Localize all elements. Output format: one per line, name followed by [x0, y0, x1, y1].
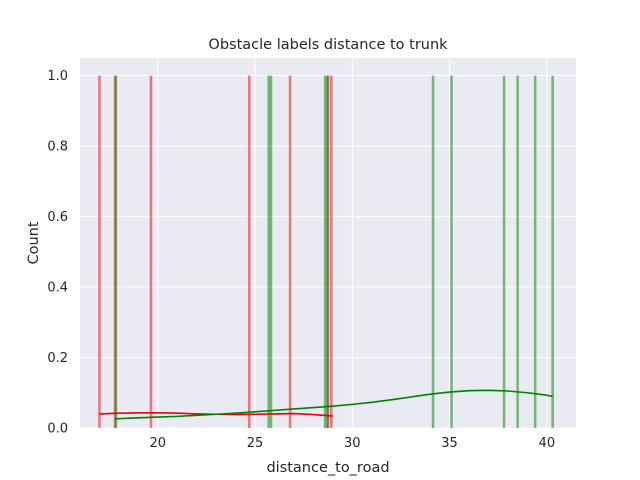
histogram-bar-series-1 — [502, 75, 506, 428]
y-tick-label: 0.6 — [47, 210, 68, 225]
x-tick-label: 20 — [150, 436, 167, 451]
histogram-bar-series-1 — [551, 75, 554, 428]
histogram-bars — [98, 75, 554, 428]
x-tick-labels: 20 25 30 35 40 — [150, 436, 556, 451]
histogram-bar-series-1 — [450, 75, 453, 428]
histogram-bar-series-1 — [269, 75, 273, 428]
x-tick-label: 30 — [344, 436, 361, 451]
x-axis-title: distance_to_road — [266, 460, 389, 476]
y-tick-label: 0.2 — [47, 351, 68, 366]
chart-title: Obstacle labels distance to trunk — [208, 37, 448, 53]
y-axis-title: Count — [26, 221, 42, 264]
y-tick-label: 0.4 — [47, 281, 68, 296]
histogram-bar-series-1 — [326, 75, 329, 428]
histogram-bar-series-1 — [431, 75, 435, 428]
kde-line-series-1 — [114, 389, 553, 420]
y-tick-label: 0.0 — [47, 422, 68, 437]
histogram-bar-series-0 — [247, 75, 251, 428]
histogram-bar-series-0 — [98, 75, 101, 428]
histogram-bar-series-1 — [533, 75, 537, 428]
histogram-bar-series-1 — [114, 75, 118, 428]
histogram-bar-series-0 — [288, 75, 292, 428]
histogram-bar-series-0 — [149, 75, 153, 428]
x-tick-label: 35 — [441, 436, 458, 451]
histogram-bar-series-1 — [267, 75, 270, 428]
histogram-bar-series-1 — [323, 75, 327, 428]
histogram-bar-series-1 — [516, 75, 519, 428]
y-tick-labels: 0.0 0.2 0.4 0.6 0.8 1.0 — [47, 69, 68, 436]
x-tick-label: 25 — [247, 436, 264, 451]
kde-curves — [99, 389, 553, 420]
y-tick-label: 1.0 — [47, 69, 68, 84]
x-tick-label: 40 — [539, 436, 556, 451]
y-tick-label: 0.8 — [47, 140, 68, 155]
histogram-bar-series-0 — [330, 75, 333, 428]
